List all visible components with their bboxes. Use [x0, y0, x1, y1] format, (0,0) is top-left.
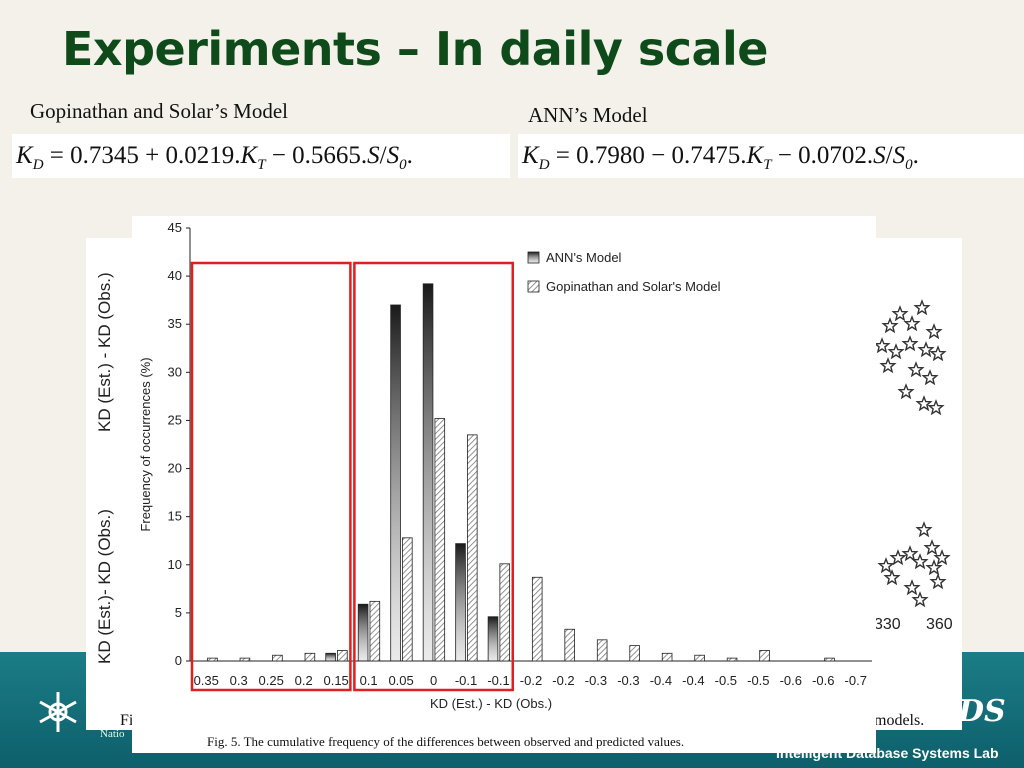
- x-tick-label: -0.3: [617, 673, 639, 688]
- background-tick-360: 360: [926, 616, 953, 633]
- x-tick-label: -0.6: [812, 673, 834, 688]
- x-tick-label: 0.1: [360, 673, 378, 688]
- background-caption-left: Fi: [120, 712, 134, 729]
- right-model-label: ANN’s Model: [528, 103, 648, 127]
- left-formula-c2: 0.5665: [292, 142, 361, 169]
- bar-gopinathan-model: [531, 576, 543, 662]
- x-tick-label: -0.1: [455, 673, 477, 688]
- x-tick-label: 0.3: [230, 673, 248, 688]
- y-tick-label: 25: [168, 412, 182, 427]
- bar-gopinathan-model: [694, 654, 705, 662]
- background-caption-right: models.: [874, 712, 925, 729]
- svg-text:KD (Est.) - KD (Obs.): KD (Est.) - KD (Obs.): [95, 272, 114, 432]
- university-logo-icon: [39, 692, 77, 732]
- left-formula: KD = 0.7345 + 0.0219.KT − 0.5665.S/S0.: [12, 134, 510, 178]
- highlight-box-1: [190, 261, 352, 692]
- y-tick-label: 45: [168, 220, 182, 235]
- bar-ann-model: [487, 616, 499, 662]
- bar-gopinathan-model: [239, 657, 251, 662]
- y-tick-label: 40: [168, 268, 182, 283]
- right-formula-op2: −: [777, 142, 792, 169]
- bar-gopinathan-model: [304, 652, 316, 662]
- x-tick-label: 0: [430, 673, 437, 688]
- bar-gopinathan-model: [369, 600, 381, 662]
- left-model-label: Gopinathan and Solar’s Model: [30, 99, 288, 123]
- bar-gopinathan-model: [596, 639, 608, 662]
- ids-logo: DS: [958, 694, 1006, 729]
- university-name-fragment: Natio: [100, 728, 125, 740]
- right-formula: KD = 0.7980 − 0.7475.KT − 0.0702.S/S0.: [518, 134, 1024, 178]
- x-tick-label: 0.15: [323, 673, 348, 688]
- y-tick-label: 20: [168, 461, 182, 476]
- bar-gopinathan-model: [726, 657, 738, 662]
- right-formula-c2: 0.0702: [798, 142, 867, 169]
- bar-gopinathan-model: [207, 657, 218, 662]
- svg-text:KD (Est.)- KD (Obs.): KD (Est.)- KD (Obs.): [95, 509, 114, 664]
- y-tick-label: 35: [168, 316, 182, 331]
- frequency-bar-chart: 0 5 10 15 20 25 30 35 40 45 0.35 0.3 0.25 0.2 0.15 0.1 0…: [138, 220, 872, 711]
- y-tick-label: 15: [168, 509, 182, 524]
- y-axis-label: Frequency of occurrences (%): [138, 357, 153, 531]
- left-formula-c1: 0.0219: [165, 142, 235, 169]
- x-tick-label: 0.2: [295, 673, 313, 688]
- bar-ann-model: [325, 652, 336, 662]
- right-formula-c0: 0.7980: [576, 142, 645, 169]
- legend-swatch: [527, 251, 540, 264]
- bar-gopinathan-model: [337, 650, 348, 662]
- legend-swatch: [527, 280, 540, 293]
- legend-entry: Gopinathan and Solar's Model: [546, 279, 721, 294]
- legend-entry: ANN's Model: [546, 250, 622, 265]
- bar-ann-model: [455, 543, 466, 662]
- background-scatter-markers: [873, 299, 951, 608]
- slide-title: Experiments – In daily scale: [62, 22, 769, 76]
- bar-gopinathan-model: [564, 628, 575, 662]
- x-tick-label: 0.35: [194, 673, 219, 688]
- bar-ann-model: [357, 603, 369, 662]
- bar-gopinathan-model: [499, 563, 511, 662]
- bar-gopinathan-model: [434, 418, 446, 662]
- x-tick-label: -0.3: [585, 673, 607, 688]
- bar-gopinathan-model: [759, 650, 770, 662]
- left-formula-c0: 0.7345: [70, 142, 139, 169]
- bar-gopinathan-model: [629, 645, 640, 662]
- figure-caption: Fig. 5. The cumulative frequency of the …: [207, 734, 685, 749]
- bar-ann-model: [422, 283, 434, 662]
- left-formula-op2: −: [271, 142, 286, 169]
- y-tick-label: 0: [175, 653, 182, 668]
- right-formula-op1: −: [651, 142, 666, 169]
- x-tick-label: -0.4: [682, 673, 704, 688]
- x-tick-label: 0.25: [259, 673, 284, 688]
- bar-gopinathan-model: [661, 652, 673, 662]
- background-ylabel-bottom: KD (Est.)- KD (Obs.): [92, 500, 116, 670]
- bar-gopinathan-model: [466, 434, 478, 662]
- background-ylabel-top: KD (Est.) - KD (Obs.): [92, 262, 116, 442]
- x-tick-label: -0.7: [845, 673, 867, 688]
- x-axis-label: KD (Est.) - KD (Obs.): [430, 696, 552, 711]
- x-tick-label: -0.6: [780, 673, 802, 688]
- x-tick-label: -0.4: [650, 673, 672, 688]
- x-tick-label: 0.05: [388, 673, 413, 688]
- bar-ann-model: [390, 304, 401, 662]
- highlight-box-2: [353, 261, 515, 692]
- bar-gopinathan-model: [272, 654, 283, 662]
- background-tick-330: 330: [874, 616, 901, 633]
- y-tick-label: 5: [175, 605, 182, 620]
- right-formula-c1: 0.7475: [671, 142, 741, 169]
- y-tick-label: 10: [168, 557, 182, 572]
- x-tick-label: -0.5: [747, 673, 769, 688]
- x-tick-label: -0.5: [715, 673, 737, 688]
- bar-gopinathan-model: [402, 537, 413, 662]
- x-tick-label: -0.2: [520, 673, 542, 688]
- left-formula-op1: +: [145, 142, 160, 169]
- chart-card: 0 5 10 15 20 25 30 35 40 45 0.35 0.3 0.25 0.2 0.15 0.1 0…: [132, 216, 876, 753]
- x-tick-label: -0.2: [552, 673, 574, 688]
- bar-gopinathan-model: [824, 657, 835, 662]
- x-tick-label: -0.1: [487, 673, 509, 688]
- y-tick-label: 30: [168, 364, 182, 379]
